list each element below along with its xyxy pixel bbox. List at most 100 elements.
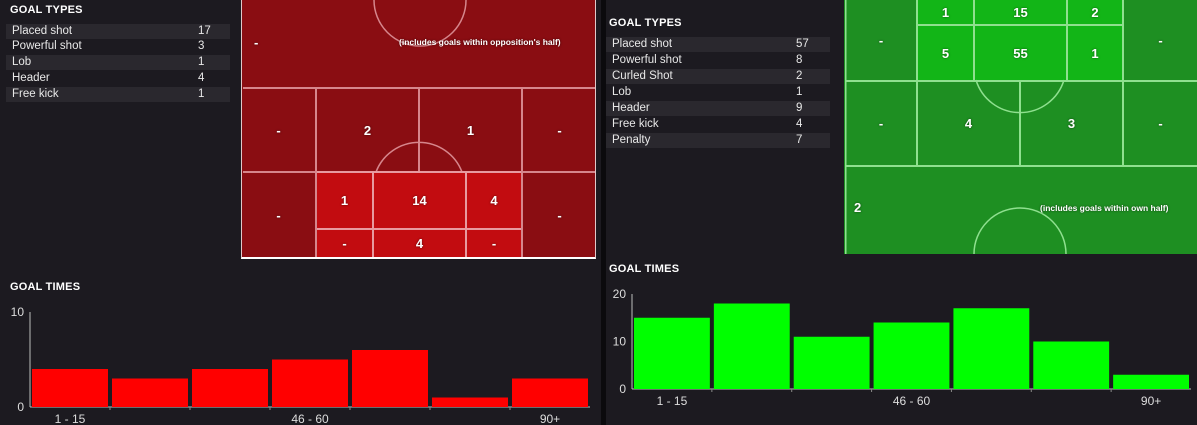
goal-type-label: Powerful shot (612, 54, 682, 66)
zone-right-wide-box: - (557, 207, 562, 223)
goal-type-row: Free kick 4 (606, 117, 830, 132)
x-tick-label: 90+ (540, 412, 560, 425)
goal-type-value: 4 (198, 72, 205, 84)
goal-type-row: Powerful shot 3 (6, 39, 230, 54)
goal-type-label: Powerful shot (12, 40, 82, 52)
goal-time-bar (873, 322, 950, 389)
long-range-value: 2 (854, 200, 862, 215)
zone-box-center: 55 (1013, 45, 1028, 61)
goal-type-label: Header (612, 102, 650, 114)
goal-type-label: Curled Shot (612, 70, 673, 82)
goal-type-value: 1 (198, 88, 205, 100)
x-tick-label: 46 - 60 (893, 394, 931, 408)
goal-type-value: 57 (796, 38, 809, 50)
goal-types-title: GOAL TYPES (609, 17, 682, 29)
long-range-note: (includes goals within opposition's half… (399, 37, 561, 47)
x-tick-label: 46 - 60 (291, 412, 329, 425)
goal-time-bar (793, 336, 870, 389)
goal-time-bar (512, 378, 588, 407)
zone-six-yard-left: - (342, 236, 347, 251)
zone-left-wide-outer: - (276, 122, 281, 138)
zone-six-yard-right: - (491, 236, 497, 251)
goal-type-row: Powerful shot 8 (606, 53, 830, 68)
penalty-area-highlight (918, 0, 1122, 80)
goal-times-chart: 0 10 20 1 - 15 46 - 60 90+ (613, 287, 1191, 408)
zone-left-wide-box: - (878, 32, 884, 48)
zone-six-yard-left: 1 (941, 4, 950, 20)
zone-right-wide-outer: - (1158, 116, 1163, 131)
long-range-value: - (254, 35, 259, 50)
goal-time-bar (32, 369, 108, 407)
goal-type-row: Header 9 (606, 101, 830, 116)
zone-central-left-outer: 4 (964, 116, 973, 131)
goal-type-value: 3 (198, 40, 205, 52)
goal-type-row: Header 4 (6, 71, 230, 86)
goal-types-title: GOAL TYPES (10, 4, 83, 16)
zone-box-center: 14 (412, 193, 427, 208)
goal-type-label: Placed shot (12, 25, 73, 37)
zone-left-wide-outer: - (878, 116, 884, 131)
conceded-zones-pitch: 1 15 2 5 55 1 - - - 4 3 - 2 (includes go… (844, 0, 1197, 254)
goal-time-bar (634, 317, 710, 389)
goal-type-row: Placed shot 17 (6, 24, 230, 39)
y-tick-label: 20 (613, 287, 627, 301)
goal-type-row: Free kick 1 (6, 87, 230, 102)
goal-type-row: Penalty 7 (606, 133, 830, 148)
goal-type-row: Lob 1 (606, 85, 830, 100)
x-tick-label: 90+ (1141, 394, 1161, 408)
goal-type-row: Placed shot 57 (606, 37, 830, 52)
goal-type-label: Free kick (612, 118, 659, 130)
goal-type-value: 2 (796, 70, 803, 82)
zone-six-yard-center: 4 (415, 236, 424, 251)
y-tick-label: 10 (613, 335, 627, 349)
goal-type-row: Curled Shot 2 (606, 69, 830, 84)
zone-six-yard-right: 2 (1091, 4, 1099, 20)
goal-type-value: 9 (796, 102, 803, 114)
goal-time-bar (1033, 341, 1110, 389)
goal-times-title: GOAL TIMES (10, 281, 81, 293)
penalty-area-highlight (317, 173, 521, 257)
zone-right-wide-outer: - (557, 122, 562, 138)
goal-time-bar (192, 369, 268, 407)
x-tick-label: 1 - 15 (55, 412, 86, 425)
panel-divider (601, 0, 606, 425)
goal-type-label: Penalty (612, 134, 651, 146)
goal-time-bar (953, 308, 1030, 389)
goal-time-bar (352, 350, 428, 407)
y-tick-label: 10 (11, 305, 25, 319)
goal-type-label: Lob (612, 86, 632, 98)
long-range-note: (includes goals within own half) (1040, 203, 1169, 213)
zone-central-right-outer: 1 (466, 122, 475, 138)
zone-box-right: 4 (490, 193, 498, 208)
goal-type-row: Lob 1 (6, 55, 230, 70)
zone-six-yard-center: 15 (1013, 4, 1028, 20)
goal-type-value: 7 (796, 134, 803, 146)
left-stats-panel: GOAL TYPES Placed shot 17 Powerful shot … (6, 0, 596, 425)
goal-type-value: 17 (198, 25, 211, 37)
goal-type-label: Free kick (12, 88, 59, 100)
x-tick-label: 1 - 15 (657, 394, 688, 408)
goal-time-bar (272, 359, 348, 407)
goal-time-bar (713, 303, 790, 389)
zone-right-wide-box: - (1158, 32, 1163, 48)
goal-times-chart: 0 10 1 - 15 46 - 60 90+ (11, 305, 590, 425)
goal-type-label: Lob (12, 56, 32, 68)
right-stats-panel: GOAL TYPES Placed shot 57 Powerful shot … (606, 0, 1197, 425)
goal-time-bar (1113, 374, 1189, 389)
goal-type-label: Header (12, 72, 50, 84)
y-tick-label: 0 (17, 400, 24, 414)
goal-time-bar (112, 378, 188, 407)
goal-type-value: 1 (198, 56, 205, 68)
zone-central-right-outer: 3 (1067, 116, 1076, 131)
goal-type-value: 8 (796, 54, 803, 66)
zone-box-right: 1 (1091, 45, 1099, 61)
y-tick-label: 0 (619, 382, 626, 396)
zone-left-wide-box: - (276, 207, 281, 223)
zone-box-left: 1 (340, 193, 349, 208)
goal-type-label: Placed shot (612, 38, 673, 50)
goal-time-bar (432, 397, 508, 407)
goal-type-value: 1 (796, 86, 803, 98)
zone-box-left: 5 (941, 45, 950, 61)
goal-type-value: 4 (796, 118, 803, 130)
zone-central-left-outer: 2 (363, 122, 372, 138)
